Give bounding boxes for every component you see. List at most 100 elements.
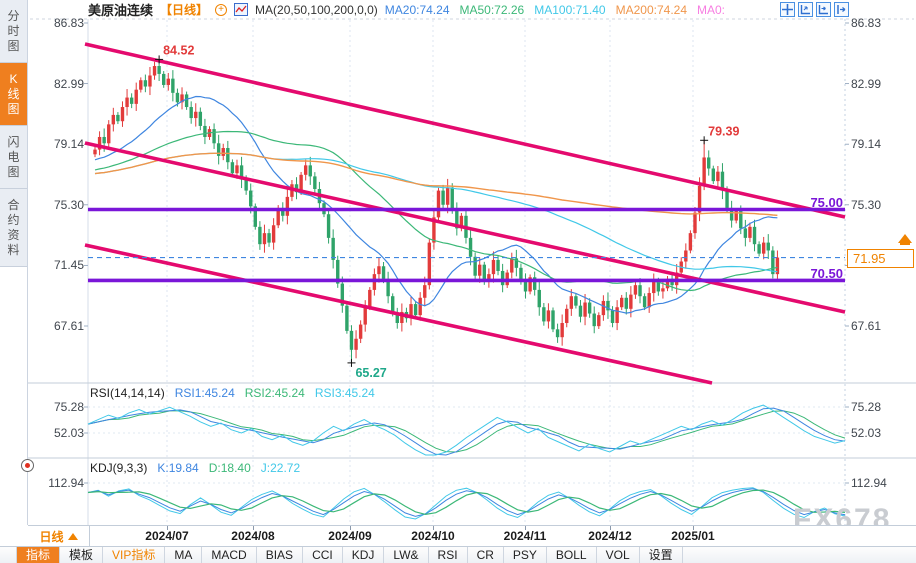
candle xyxy=(697,185,702,213)
candle xyxy=(707,157,711,169)
price-axis-label: 75.30 xyxy=(851,198,882,212)
candle xyxy=(661,288,665,292)
candle xyxy=(482,264,486,283)
date-axis-row: 日线 2024/07 2024/08 2024/09 2024/10 2024/11 20… xyxy=(28,525,916,546)
candle xyxy=(239,165,244,180)
candle xyxy=(299,174,303,193)
add-favorite-icon[interactable]: + xyxy=(215,3,228,16)
candle xyxy=(496,259,500,271)
candle xyxy=(532,277,537,290)
sidebar-tab-4[interactable]: 合约资料 xyxy=(0,189,27,267)
period-tag: 【日线】 xyxy=(160,3,209,17)
kdj-axis-label: 112.94 xyxy=(48,476,84,490)
chart-style-icon[interactable] xyxy=(234,3,249,16)
rsi-axis-label: 52.03 xyxy=(53,426,84,440)
candle xyxy=(345,305,349,331)
candle xyxy=(615,307,619,324)
candle xyxy=(487,274,491,283)
indicator-button-VOL[interactable]: VOL xyxy=(597,547,640,563)
candle xyxy=(129,97,134,104)
pan-right-icon[interactable] xyxy=(834,2,849,17)
date-axis-label: 2024/08 xyxy=(231,529,275,543)
candle xyxy=(143,80,148,87)
candle xyxy=(766,242,770,251)
indicator-button-MA[interactable]: MA xyxy=(165,547,203,563)
candle xyxy=(281,207,285,216)
candle xyxy=(313,176,317,190)
indicator-button-PSY[interactable]: PSY xyxy=(504,547,547,563)
rsi-pane-header: RSI(14,14,14) RSI1:45.24 RSI2:45.24 RSI3:45… xyxy=(90,386,375,400)
candle xyxy=(684,250,688,262)
ma-settings-label: MA(20,50,100,200,0,0) xyxy=(255,2,378,17)
candle xyxy=(560,323,564,338)
scroll-to-latest-button[interactable] xyxy=(898,234,912,245)
candle xyxy=(716,171,720,182)
kdj-axis-label: 112.94 xyxy=(851,476,887,490)
date-axis-label: 2025/01 xyxy=(671,529,715,543)
indicator-button-VIP指标[interactable]: VIP指标 xyxy=(103,547,166,563)
indicator-button-模板[interactable]: 模板 xyxy=(60,547,104,563)
period-selector[interactable]: 日线 xyxy=(28,526,90,546)
scale-axis-icon[interactable] xyxy=(798,2,813,17)
candle xyxy=(436,190,441,218)
candle xyxy=(171,78,175,93)
candle xyxy=(162,73,166,85)
date-tick xyxy=(693,526,694,530)
indicator-button-CR[interactable]: CR xyxy=(468,547,504,563)
date-axis-label: 2024/07 xyxy=(145,529,189,543)
last-price-badge: 71.95 xyxy=(847,249,914,268)
indicator-button-CCI[interactable]: CCI xyxy=(303,547,343,563)
chart-toolbar xyxy=(780,2,849,17)
date-tick xyxy=(525,526,526,530)
rsi-header-item: RSI(14,14,14) xyxy=(90,386,165,400)
ma-value-label: MA100:71.40 xyxy=(534,2,606,17)
indicator-button-BOLL[interactable]: BOLL xyxy=(547,547,597,563)
price-axis-label: 86.83 xyxy=(53,16,84,30)
candle xyxy=(491,259,496,275)
indicator-button-设置[interactable]: 设置 xyxy=(640,547,683,563)
rsi-header-item: RSI1:45.24 xyxy=(174,386,235,400)
shift-axis-icon[interactable] xyxy=(816,2,831,17)
candle xyxy=(629,294,633,309)
candle xyxy=(734,211,738,221)
indicator-button-KDJ[interactable]: KDJ xyxy=(343,547,385,563)
ma200-line xyxy=(94,152,778,216)
indicator-button-指标[interactable]: 指标 xyxy=(17,547,61,563)
period-selector-label: 日线 xyxy=(39,529,64,544)
indicator-button-MACD[interactable]: MACD xyxy=(202,547,257,563)
candle xyxy=(441,190,445,205)
candle xyxy=(368,289,372,308)
candle xyxy=(752,226,757,245)
candle xyxy=(537,289,541,308)
indicator-button-LW&[interactable]: LW& xyxy=(384,547,429,563)
candle xyxy=(226,148,230,163)
candle xyxy=(757,244,761,254)
candle xyxy=(587,302,592,314)
candle xyxy=(102,136,106,144)
sidebar-tab-1[interactable]: 分时图 xyxy=(0,0,27,63)
price-axis-label: 71.45 xyxy=(53,258,84,272)
candle xyxy=(702,157,706,186)
sidebar-tab-3[interactable]: 闪电图 xyxy=(0,126,27,189)
candle xyxy=(574,296,578,306)
pane-anchor-icon[interactable] xyxy=(21,459,34,472)
rsi-header-item: RSI2:45.24 xyxy=(244,386,305,400)
candle xyxy=(271,225,276,243)
candle xyxy=(107,124,111,144)
candle xyxy=(638,285,642,297)
candle xyxy=(597,315,601,327)
candle xyxy=(391,296,395,314)
indicator-button-RSI[interactable]: RSI xyxy=(429,547,468,563)
candle xyxy=(725,190,729,208)
indicator-button-BIAS[interactable]: BIAS xyxy=(257,547,304,563)
candle xyxy=(203,125,207,137)
crosshair-icon[interactable] xyxy=(780,2,795,17)
rsi2-line xyxy=(87,410,846,453)
candle xyxy=(336,259,340,284)
candle xyxy=(478,264,482,276)
candle xyxy=(285,196,290,216)
candle xyxy=(139,80,143,90)
